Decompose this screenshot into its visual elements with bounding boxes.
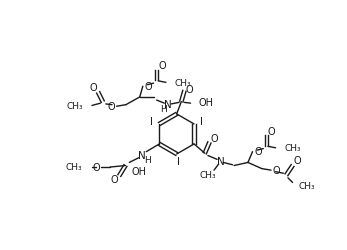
Text: CH₃: CH₃ [299,182,315,191]
Text: I: I [177,157,180,167]
Text: H: H [144,156,151,166]
Text: I: I [150,118,153,128]
Text: O: O [90,83,98,93]
Text: O: O [108,102,115,112]
Text: CH₃: CH₃ [66,162,82,172]
Text: O: O [92,163,100,173]
Text: N: N [217,157,225,167]
Text: OH: OH [132,168,147,177]
Text: O: O [185,85,193,95]
Text: O: O [273,166,280,176]
Text: CH₃: CH₃ [175,79,191,88]
Text: N: N [163,100,171,110]
Text: CH₃: CH₃ [200,171,216,180]
Text: O: O [293,156,301,166]
Text: O: O [111,175,118,185]
Text: H: H [160,105,167,114]
Text: OH: OH [198,98,213,108]
Text: O: O [268,127,276,137]
Text: CH₃: CH₃ [67,102,84,111]
Text: O: O [210,134,218,143]
Text: N: N [138,150,145,160]
Text: I: I [200,118,203,128]
Text: O: O [144,82,152,92]
Text: O: O [158,61,166,71]
Text: O: O [254,148,262,158]
Text: CH₃: CH₃ [284,144,301,153]
